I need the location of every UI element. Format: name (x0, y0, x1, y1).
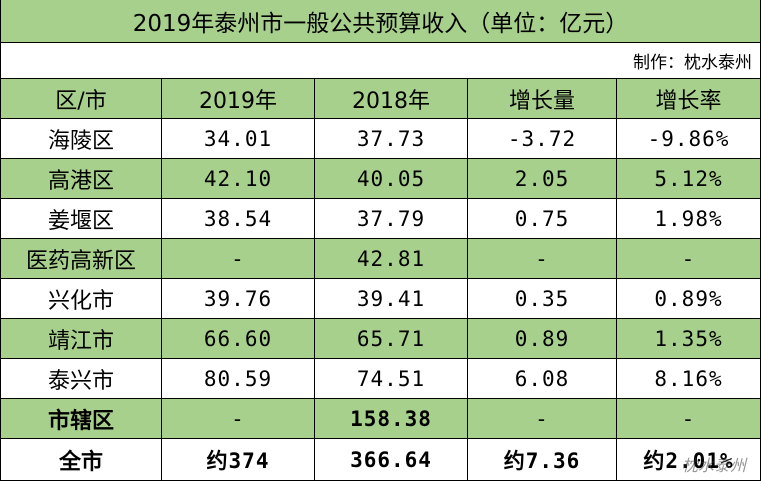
value-2018: 74.51 (315, 359, 468, 398)
value-change: 0.75 (468, 199, 617, 238)
region-name: 兴化市 (1, 279, 162, 318)
value-2019: 34.01 (162, 119, 315, 158)
value-2019: 39.76 (162, 279, 315, 318)
value-2018: 37.73 (315, 119, 468, 158)
value-2019: 80.59 (162, 359, 315, 398)
value-2018: 158.38 (315, 399, 468, 438)
table-row: 高港区 42.10 40.05 2.05 5.12% (1, 159, 760, 199)
value-rate: 1.98% (654, 206, 723, 231)
value-2019: - (162, 239, 315, 278)
column-header-2019: 2019年 (162, 79, 315, 118)
table-row: 姜堰区 38.54 37.79 0.75 1.98% (1, 199, 760, 239)
value-change: 0.89 (468, 319, 617, 358)
value-rate: 0.89% (654, 286, 723, 311)
value-2019: 66.60 (162, 319, 315, 358)
value-2018: 40.05 (315, 159, 468, 198)
value-2018: 42.81 (315, 239, 468, 278)
column-header-change: 增长量 (468, 79, 617, 118)
table-title: 2019年泰州市一般公共预算收入（单位：亿元） (1, 0, 760, 43)
region-name: 泰兴市 (1, 359, 162, 398)
value-rate: - (681, 406, 696, 431)
data-table: 区/市 2019年 2018年 增长量 增长率 海陵区 34.01 37.73 … (1, 79, 760, 480)
value-rate: 8.16% (654, 366, 723, 391)
region-name: 海陵区 (1, 119, 162, 158)
value-change: - (468, 239, 617, 278)
region-name: 市辖区 (1, 399, 162, 438)
value-2018: 39.41 (315, 279, 468, 318)
column-header-region: 区/市 (1, 79, 162, 118)
table-row: 泰兴市 80.59 74.51 6.08 8.16% (1, 359, 760, 399)
value-change: 约7.36 (468, 439, 617, 480)
table-row: 兴化市 39.76 39.41 0.35 0.89% (1, 279, 760, 319)
value-rate: 1.35% (654, 326, 723, 351)
value-change: 2.05 (468, 159, 617, 198)
region-name: 医药高新区 (1, 239, 162, 278)
value-2018: 37.79 (315, 199, 468, 238)
value-2018: 366.64 (315, 439, 468, 480)
table-row: 靖江市 66.60 65.71 0.89 1.35% (1, 319, 760, 359)
table-row: 市辖区 - 158.38 - - (1, 399, 760, 439)
table-row: 医药高新区 - 42.81 - - (1, 239, 760, 279)
value-2019: - (162, 399, 315, 438)
value-change: - (468, 399, 617, 438)
column-header-2018: 2018年 (315, 79, 468, 118)
value-change: 6.08 (468, 359, 617, 398)
table-row: 海陵区 34.01 37.73 -3.72 -9.86% (1, 119, 760, 159)
value-2018: 65.71 (315, 319, 468, 358)
value-rate: -9.86% (647, 126, 730, 151)
total-row: 全市 约374 366.64 约7.36 约2.01% (1, 439, 760, 480)
value-rate: - (681, 246, 696, 271)
region-name: 姜堰区 (1, 199, 162, 238)
header-row: 区/市 2019年 2018年 增长量 增长率 (1, 79, 760, 119)
region-name: 高港区 (1, 159, 162, 198)
value-2019: 42.10 (162, 159, 315, 198)
value-rate: 5.12% (654, 166, 723, 191)
credit-line: 制作：枕水泰州 (1, 43, 760, 79)
region-name: 靖江市 (1, 319, 162, 358)
region-name: 全市 (1, 439, 162, 480)
value-2019: 约374 (162, 439, 315, 480)
value-2019: 38.54 (162, 199, 315, 238)
value-rate: 约2.01% (643, 448, 734, 473)
value-change: -3.72 (468, 119, 617, 158)
value-change: 0.35 (468, 279, 617, 318)
column-header-rate: 增长率 (655, 88, 722, 114)
